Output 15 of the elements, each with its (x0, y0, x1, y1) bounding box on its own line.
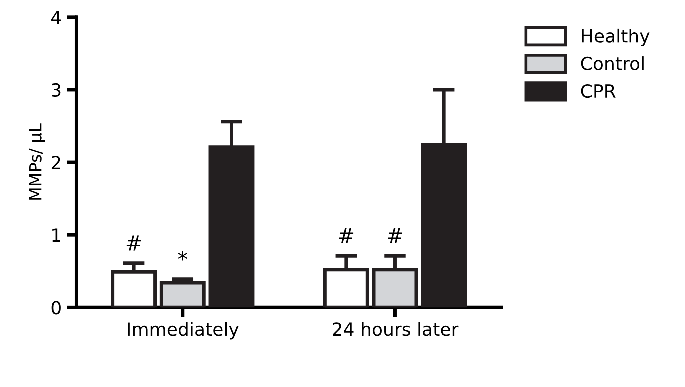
y-axis-title: MMPs/ µL (29, 124, 46, 200)
x-tick-label: Immediately (128, 322, 239, 340)
y-tick-label: 4 (52, 11, 62, 24)
y-tick-label: 0 (52, 301, 61, 315)
legend-label: Healthy (582, 28, 650, 46)
y-tick-label: 3 (52, 83, 61, 98)
x-tick-label: 24 hours later (333, 322, 459, 336)
data-label: * (178, 251, 188, 261)
data-label: # (388, 228, 402, 244)
data-label: # (339, 228, 354, 244)
data-label: # (126, 236, 142, 251)
y-tick-label: 1 (52, 228, 60, 242)
legend-label: CPR (581, 84, 616, 98)
legend-label: Control (581, 56, 644, 71)
y-tick-label: 2 (52, 156, 60, 170)
